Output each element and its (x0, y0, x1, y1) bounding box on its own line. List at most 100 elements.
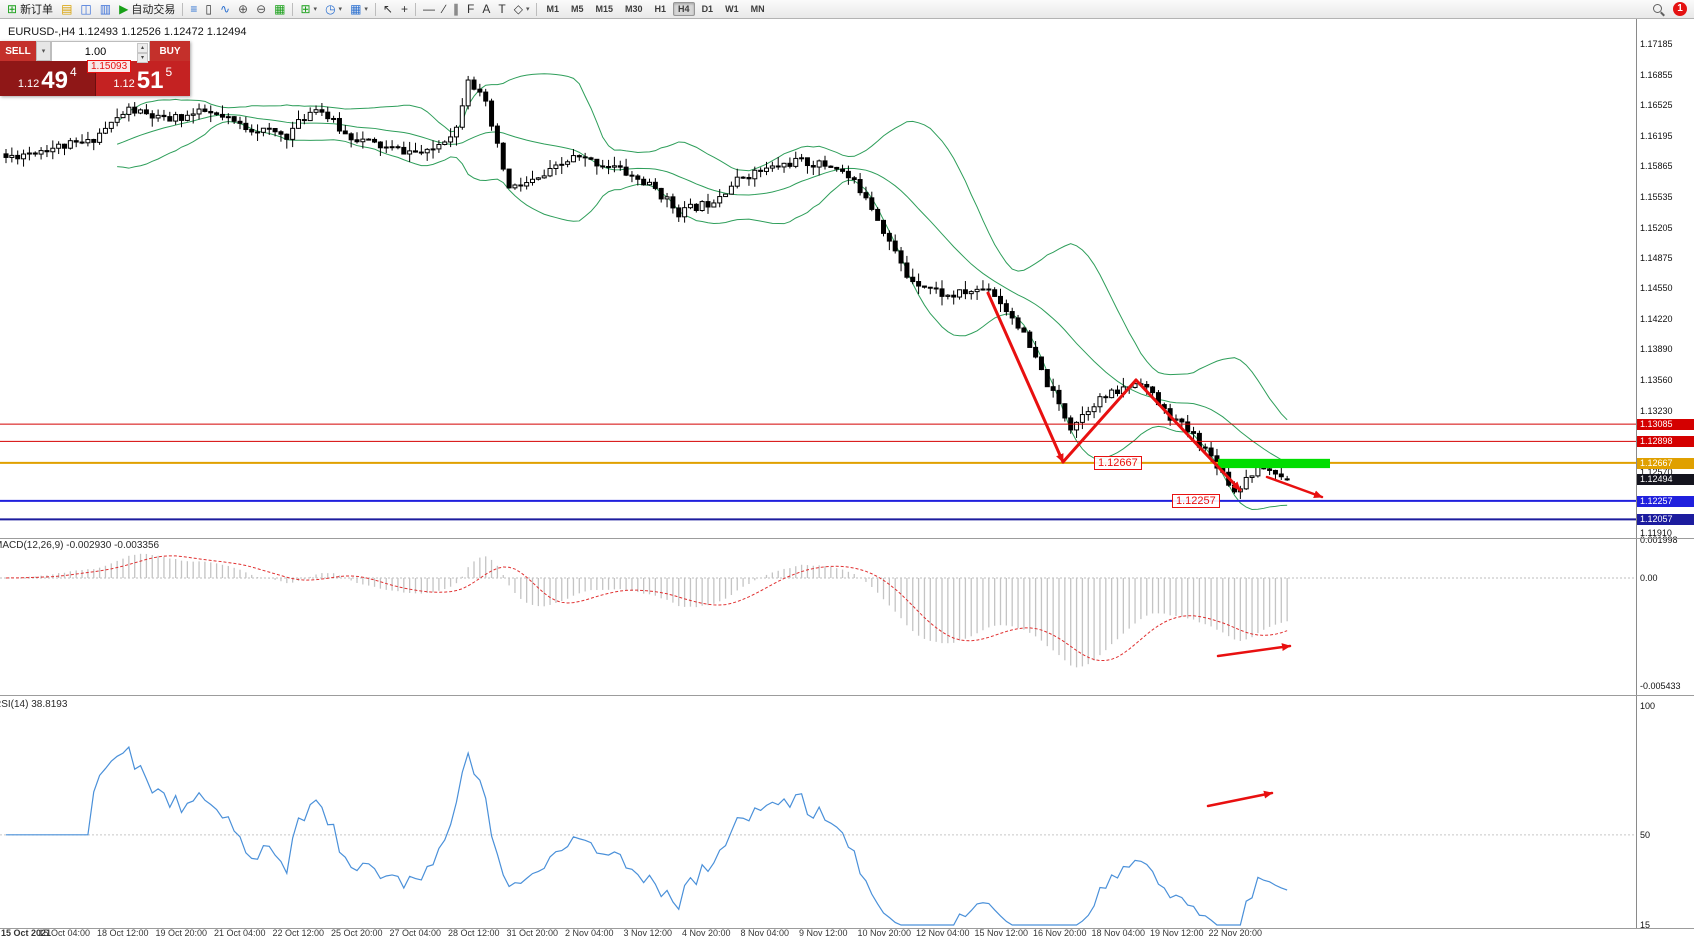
timeframe-m15-button[interactable]: M15 (595, 4, 614, 14)
toolbar-separator (292, 2, 294, 16)
zoom-in-button[interactable]: ⊕ (235, 1, 251, 17)
horizontal-lines[interactable] (0, 423, 1637, 521)
price-tick: 1.16855 (1640, 69, 1673, 80)
new-order-button-label: 新订单 (20, 4, 54, 16)
sell-price-big: 49 (41, 67, 68, 94)
zoom-out-button[interactable]: ⊖ (253, 1, 269, 17)
line-chart-button[interactable]: ∿ (217, 1, 233, 17)
crosshair-button[interactable]: + (398, 1, 411, 17)
text-tool-button[interactable]: A (479, 1, 493, 17)
volume-increase-button[interactable]: ▴ (137, 43, 148, 53)
channel-tool-button[interactable]: ∥ (450, 1, 462, 17)
metaeditor-button[interactable]: ▤ (58, 1, 75, 17)
volume-input[interactable] (52, 43, 149, 61)
old-price-label[interactable]: 1.15093 (87, 60, 132, 73)
bar-chart-button[interactable]: ≡ (187, 1, 200, 17)
buy-button[interactable]: BUY (150, 41, 190, 61)
time-label: 18 Nov 04:00 (1091, 928, 1146, 938)
autotrading-button[interactable]: ▶ 自动交易 (116, 1, 178, 17)
volume-dropdown[interactable]: ▾ (36, 41, 51, 61)
timeframe-h4-button[interactable]: H4 (673, 2, 695, 16)
tile-windows-icon: ▦ (274, 2, 286, 16)
timeframe-w1-button[interactable]: W1 (725, 4, 739, 14)
time-axis[interactable]: 15 Oct 2021 15 Oct 04:00 18 Oct 12:00 19 Oc… (0, 928, 1637, 938)
sell-price-display[interactable]: 1.12 49 4 (0, 61, 95, 96)
fibonacci-tool-button[interactable]: F (464, 1, 477, 17)
support-price-label[interactable]: 1.12257 (1172, 494, 1220, 508)
time-label: 12 Nov 04:00 (916, 928, 970, 938)
macd-scale-tick: 0.001998 (1640, 535, 1678, 545)
resistance-price-label[interactable]: 1.12667 (1094, 456, 1142, 470)
candlestick-button[interactable]: ▯ (202, 1, 215, 17)
time-label: 18 Oct 12:00 (97, 928, 149, 938)
navigator-button[interactable]: ▥ (97, 1, 114, 17)
rsi-scale-tick: 15 (1640, 920, 1651, 930)
toolbar-separator (415, 2, 416, 16)
hline-tool-button[interactable]: — (420, 1, 438, 17)
time-label: 27 Oct 04:00 (389, 928, 442, 938)
shapes-tool-button[interactable]: ◇ ▾ (511, 1, 533, 17)
fibonacci-tool-icon: F (467, 2, 475, 16)
volume-spinner: ▴ ▾ (137, 43, 148, 63)
time-label: 25 Oct 20:00 (331, 928, 383, 938)
autotrading-button-label: 自动交易 (131, 4, 176, 16)
time-label: 19 Oct 20:00 (155, 928, 208, 938)
sell-price-pip: 4 (69, 65, 77, 79)
price-axis[interactable]: 1.17185 1.16855 1.16525 1.16195 1.15865 1.155… (1636, 19, 1694, 938)
one-click-trading-panel: SELL ▾ ▴ ▾ BUY 1.12 49 4 1.12 51 5 (0, 41, 190, 96)
time-label: 28 Oct 12:00 (448, 928, 500, 938)
timeframe-mn-button[interactable]: MN (750, 4, 765, 14)
hline-tool-icon: — (423, 2, 435, 16)
macd-indicator-label: MACD(12,26,9) -0.002930 -0.003356 (0, 540, 160, 551)
label-tool-button[interactable]: T (495, 1, 508, 17)
timeframe-h1-button[interactable]: H1 (654, 4, 667, 14)
toolbar-separator (536, 2, 538, 16)
time-label: 19 Nov 12:00 (1150, 928, 1204, 938)
notification-badge[interactable]: 1 (1673, 2, 1687, 16)
bollinger-bands (116, 73, 1288, 510)
rsi-panel (0, 745, 1637, 926)
chevron-down-icon: ▾ (525, 6, 530, 13)
supply-zone-rectangle[interactable] (1218, 458, 1330, 469)
timeframe-m30-button[interactable]: M30 (625, 4, 643, 14)
tile-windows-button[interactable]: ▦ (271, 1, 288, 17)
rsi-indicator-label: RSI(14) 38.8193 (0, 699, 68, 710)
toolbar-right: 1 (1652, 2, 1691, 16)
timeframe-m5-button[interactable]: M5 (570, 4, 584, 14)
time-label: 22 Oct 12:00 (272, 928, 325, 938)
timeframe-m1-button[interactable]: M1 (546, 4, 559, 14)
price-tick: 1.14550 (1640, 283, 1673, 294)
price-tick: 1.11910 (1640, 528, 1672, 538)
autotrading-icon: ▶ (119, 2, 129, 16)
new-order-button[interactable]: ⊞ 新订单 (4, 1, 56, 17)
price-tick: 1.14220 (1640, 313, 1673, 324)
metaeditor-icon: ▤ (61, 2, 73, 16)
time-label: 21 Oct 04:00 (214, 928, 266, 938)
timeframe-d1-button[interactable]: D1 (701, 4, 714, 14)
market-watch-button[interactable]: ◫ (77, 1, 94, 17)
sell-button[interactable]: SELL (0, 41, 36, 61)
indicators-button[interactable]: ⊞ ▾ (297, 1, 320, 17)
search-icon[interactable] (1652, 3, 1665, 16)
time-label: 8 Nov 04:00 (740, 928, 790, 938)
templates-button[interactable]: ▦ ▾ (347, 1, 371, 17)
rsi-panel-separator[interactable] (0, 695, 1694, 696)
cursor-button[interactable]: ↖ (380, 1, 396, 17)
buy-price-big: 51 (136, 67, 164, 94)
chevron-down-icon: ▾ (364, 6, 368, 13)
shapes-tool-icon: ◇ (513, 2, 523, 16)
sell-price-prefix: 1.12 (17, 78, 40, 90)
channel-tool-icon: ∥ (453, 2, 460, 16)
chevron-down-icon: ▾ (313, 6, 318, 13)
zoom-out-icon: ⊖ (256, 2, 267, 16)
price-tick: 1.15535 (1640, 191, 1673, 202)
trendline-tool-button[interactable]: ∕ (440, 1, 448, 17)
macd-panel-separator[interactable] (0, 538, 1694, 539)
time-label: 3 Nov 12:00 (623, 928, 673, 938)
time-label: 16 Nov 20:00 (1033, 928, 1087, 938)
trend-arrows[interactable] (986, 291, 1324, 808)
volume-decrease-button[interactable]: ▾ (137, 53, 148, 63)
periods-button[interactable]: ◷ ▾ (322, 1, 345, 17)
price-badge: 1.12494 (1637, 473, 1694, 485)
